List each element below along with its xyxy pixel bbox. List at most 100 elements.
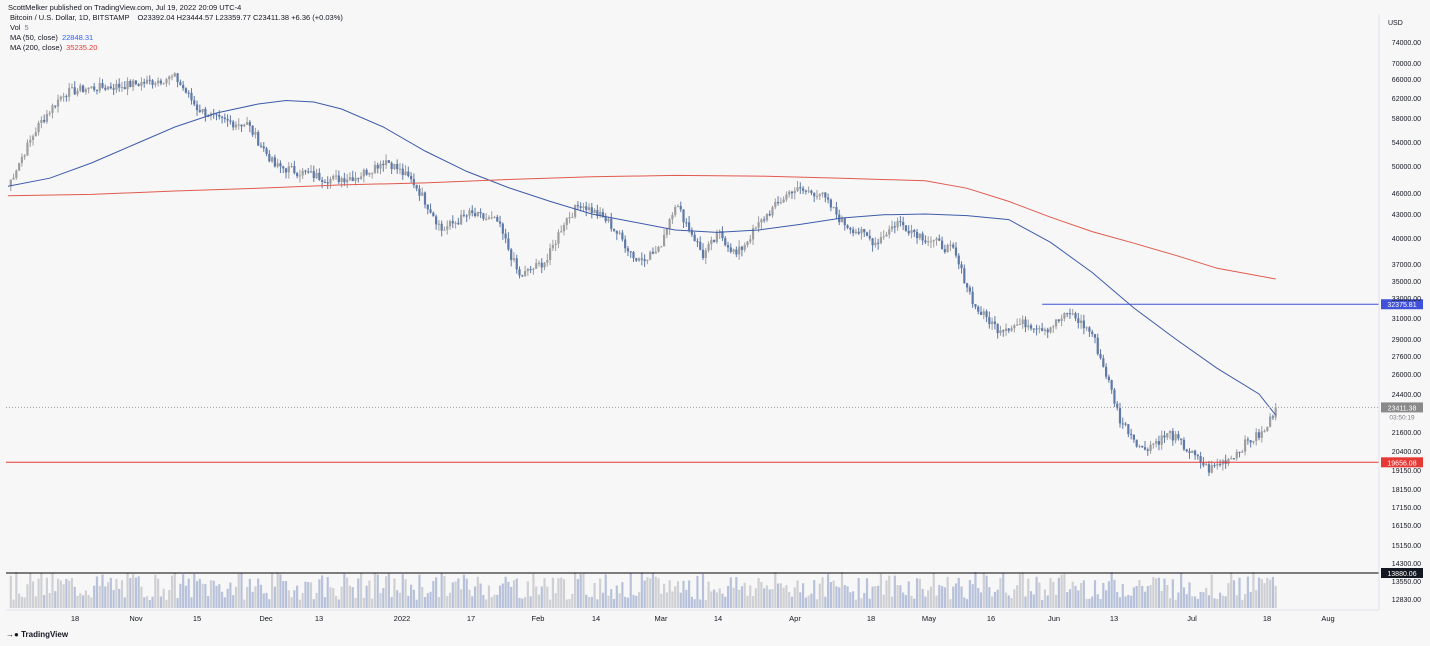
volume-bar bbox=[212, 580, 215, 608]
candle-body bbox=[29, 139, 32, 143]
ma50-legend[interactable]: MA (50, close) 22848.31 bbox=[10, 33, 93, 42]
volume-bar bbox=[129, 577, 132, 608]
volume-bar bbox=[863, 592, 866, 608]
candle-body bbox=[262, 146, 265, 149]
candle-body bbox=[521, 275, 524, 277]
volume-bar bbox=[198, 578, 201, 608]
volume-bar bbox=[718, 588, 721, 608]
volume-bar bbox=[804, 597, 807, 608]
vol-legend[interactable]: Vol 5 bbox=[10, 23, 29, 32]
candle-body bbox=[804, 190, 807, 192]
volume-bar bbox=[832, 580, 835, 608]
volume-bar bbox=[493, 594, 496, 608]
candle-body bbox=[37, 122, 40, 133]
candle-body bbox=[443, 229, 446, 231]
candle-body bbox=[863, 229, 866, 233]
volume-bar bbox=[123, 597, 126, 608]
volume-bar bbox=[482, 594, 485, 608]
volume-bar bbox=[209, 580, 213, 608]
candle-body bbox=[540, 262, 543, 268]
candle-body bbox=[1077, 318, 1080, 324]
volume-bar bbox=[362, 598, 365, 608]
candle-body bbox=[904, 225, 908, 231]
candle-body bbox=[646, 259, 649, 262]
volume-bar bbox=[938, 584, 941, 608]
tradingview-logo[interactable]: →● TradingView bbox=[6, 630, 68, 639]
y-tick-label: 70000.00 bbox=[1392, 61, 1421, 68]
volume-bar bbox=[685, 589, 688, 608]
candle-body bbox=[585, 206, 588, 210]
candle-body bbox=[148, 79, 151, 81]
candle-body bbox=[735, 249, 738, 255]
candle-body bbox=[523, 271, 527, 277]
candle-body bbox=[674, 206, 677, 215]
candle-body bbox=[801, 188, 805, 191]
candle-body bbox=[176, 73, 179, 83]
volume-bar bbox=[818, 583, 821, 608]
candle-body bbox=[1155, 441, 1158, 444]
volume-bar bbox=[813, 580, 816, 608]
volume-bar bbox=[440, 572, 443, 608]
candle-body bbox=[1068, 313, 1072, 315]
volume-bar bbox=[1027, 578, 1030, 608]
x-tick-label: Nov bbox=[129, 614, 143, 623]
volume-bar bbox=[1238, 577, 1241, 608]
y-tick-label: 19150.00 bbox=[1392, 468, 1421, 475]
volume-bar bbox=[421, 586, 424, 608]
volume-bar bbox=[1096, 594, 1099, 608]
volume-bar bbox=[690, 596, 693, 608]
candle-body bbox=[1046, 329, 1049, 333]
volume-bar bbox=[776, 583, 780, 608]
candle-body bbox=[946, 244, 949, 253]
x-tick-label: 18 bbox=[1263, 614, 1271, 623]
candle-body bbox=[813, 193, 816, 197]
volume-bar bbox=[615, 585, 618, 608]
candle-body bbox=[490, 217, 493, 219]
candle-body bbox=[220, 116, 224, 118]
volume-bar bbox=[632, 594, 635, 608]
volume-bar bbox=[326, 576, 329, 608]
volume-bar bbox=[693, 599, 696, 608]
candle-body bbox=[1274, 407, 1277, 418]
candle-body bbox=[1088, 327, 1091, 332]
candle-body bbox=[574, 205, 577, 217]
candle-body bbox=[693, 234, 696, 242]
candle-body bbox=[1043, 329, 1047, 331]
candle-body bbox=[56, 99, 60, 107]
candle-body bbox=[151, 80, 154, 85]
volume-bar bbox=[357, 578, 360, 608]
volume-bar bbox=[1029, 591, 1033, 608]
volume-bar bbox=[184, 585, 188, 608]
candle-body bbox=[1002, 330, 1005, 332]
candle-body bbox=[407, 171, 410, 177]
volume-bar bbox=[749, 585, 752, 608]
candle-body bbox=[579, 206, 582, 208]
candle-body bbox=[1118, 408, 1122, 424]
candle-body bbox=[157, 80, 160, 84]
volume-bar bbox=[1185, 594, 1188, 608]
candle-body bbox=[309, 171, 313, 173]
volume-bar bbox=[852, 591, 855, 608]
candle-body bbox=[1007, 328, 1010, 331]
candle-body bbox=[751, 228, 755, 240]
ma200-legend[interactable]: MA (200, close) 35235.20 bbox=[10, 43, 97, 52]
volume-bar bbox=[1260, 579, 1263, 608]
volume-bar bbox=[1082, 580, 1085, 608]
published-line: ScottMelker published on TradingView.com… bbox=[8, 3, 242, 12]
candle-body bbox=[307, 171, 310, 173]
resistance-tag bbox=[1381, 299, 1423, 310]
volume-bar bbox=[132, 574, 135, 608]
candle-body bbox=[943, 249, 946, 253]
x-tick-label: Feb bbox=[532, 614, 545, 623]
volume-bar bbox=[162, 588, 165, 608]
volume-bar bbox=[351, 587, 354, 608]
volume-bar bbox=[674, 586, 677, 608]
volume-bar bbox=[1060, 574, 1063, 608]
volume-bar bbox=[932, 573, 935, 608]
candle-body bbox=[373, 164, 377, 173]
volume-bar bbox=[877, 585, 880, 608]
y-tick-label: 20400.00 bbox=[1392, 449, 1421, 456]
volume-bar bbox=[1004, 592, 1008, 608]
